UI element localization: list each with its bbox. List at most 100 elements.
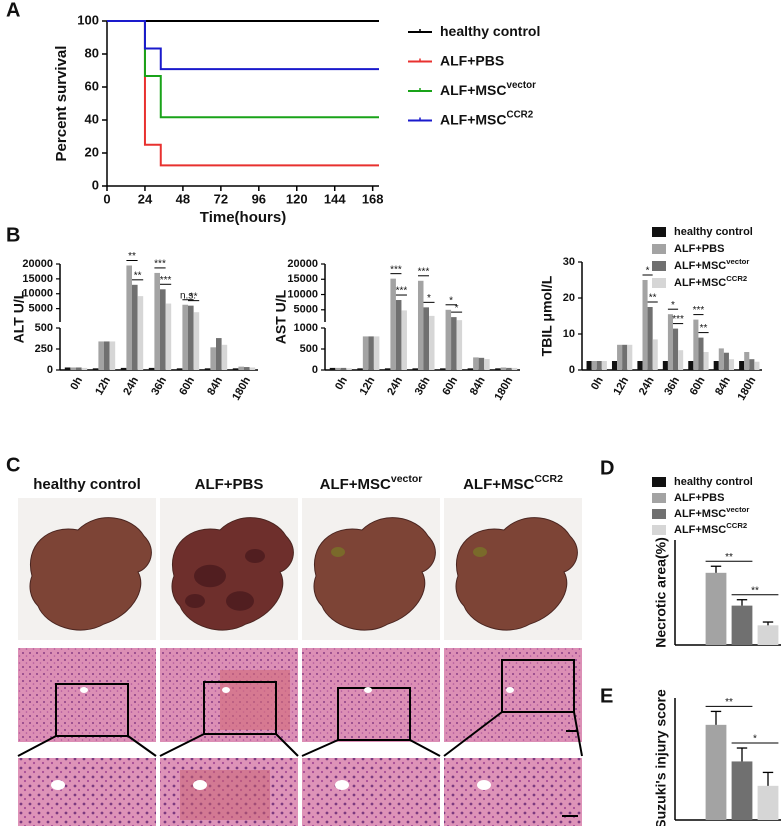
bar <box>188 305 194 370</box>
y-tick-label: 20000 <box>22 258 53 270</box>
vessel <box>506 687 514 693</box>
x-tick-label: 180h <box>492 375 515 403</box>
x-tick-label: 0h <box>589 375 606 392</box>
bar <box>601 361 607 370</box>
column-label-main: ALF+PBS <box>195 476 264 493</box>
bar <box>617 344 623 370</box>
x-tick-label: 36h <box>149 375 169 398</box>
column-label-sup: CCR2 <box>534 473 563 485</box>
significance-label: ** <box>725 697 733 708</box>
significance-label: ** <box>751 585 759 596</box>
histology-image <box>444 648 582 742</box>
bar <box>98 341 104 370</box>
vessel <box>364 687 372 693</box>
legend-label-main: healthy control <box>674 476 753 488</box>
significance-label: * <box>671 300 675 311</box>
legend-swatch <box>652 477 666 487</box>
x-tick-label: 12h <box>93 375 113 398</box>
bar <box>440 368 446 370</box>
bar <box>591 361 597 370</box>
bar <box>76 367 82 370</box>
vessel <box>193 780 207 790</box>
x-tick-label: 0 <box>103 191 110 206</box>
bar <box>473 357 479 370</box>
y-axis-label: Percent survival <box>53 46 70 162</box>
legend-label-main: ALF+MSC <box>440 82 507 98</box>
x-tick-label: 168 <box>362 191 384 206</box>
bar <box>693 319 699 370</box>
panel-label: A <box>6 0 20 21</box>
bar <box>673 328 679 370</box>
bar <box>232 368 239 370</box>
bar <box>238 366 244 370</box>
bar <box>596 361 602 370</box>
y-axis-label: Necrotic area(%) <box>653 537 669 648</box>
column-label-sup: vector <box>391 473 423 485</box>
legend-label: ALF+MSCvector <box>440 80 536 98</box>
x-tick-label: 60h <box>688 375 708 398</box>
bar <box>193 312 200 370</box>
bar <box>120 367 127 370</box>
bar <box>109 341 116 370</box>
legend-label-main: ALF+MSC <box>674 260 726 272</box>
panel-label: D <box>600 457 614 479</box>
histology-zoom <box>444 758 582 826</box>
bar <box>688 361 694 370</box>
bar <box>652 339 658 370</box>
y-tick-label: 10 <box>563 328 575 340</box>
legend-label: healthy control <box>440 23 540 39</box>
survival-line <box>107 20 379 167</box>
bar <box>132 284 138 370</box>
legend-label-main: ALF+PBS <box>674 492 724 504</box>
legend-label-sup: vector <box>726 505 749 514</box>
legend-label-main: healthy control <box>440 23 540 39</box>
y-axis-label: TBIL μmol/L <box>539 275 555 356</box>
bar <box>728 359 735 370</box>
bar <box>611 361 618 370</box>
significance-label: *** <box>418 266 430 277</box>
bar <box>705 724 727 820</box>
bar <box>647 307 653 370</box>
bar <box>423 307 430 370</box>
y-tick-label: 100 <box>77 12 99 27</box>
bar <box>451 317 457 370</box>
column-label: healthy control <box>33 476 141 493</box>
bar <box>754 361 760 370</box>
y-tick-label: 0 <box>569 364 575 376</box>
x-tick-label: 84h <box>468 375 488 398</box>
column-label-main: healthy control <box>33 476 141 493</box>
legend-swatch <box>652 244 666 254</box>
bar <box>64 367 71 370</box>
bar <box>154 272 160 370</box>
y-axis-label: Suzuki's injury score <box>653 689 669 826</box>
x-tick-label: 24h <box>637 375 657 398</box>
significance-label: n.s. <box>180 290 196 301</box>
bar <box>586 361 592 370</box>
bar <box>511 367 518 370</box>
x-axis-label: Time(hours) <box>200 209 286 226</box>
significance-label: ** <box>700 323 708 334</box>
y-tick-label: 40 <box>85 111 99 126</box>
bar <box>340 367 347 370</box>
legend-label-main: ALF+MSC <box>674 277 726 289</box>
significance-label: * <box>753 734 757 745</box>
bar <box>478 357 485 370</box>
legend-label: ALF+MSCCCR2 <box>674 274 747 289</box>
bar <box>335 367 341 370</box>
zoom-box <box>55 683 129 737</box>
survival-line <box>107 20 379 71</box>
legend-label-sup: CCR2 <box>507 110 534 121</box>
significance-label: * <box>427 293 431 304</box>
bar <box>467 368 474 370</box>
y-tick-label: 20 <box>563 292 575 304</box>
bar <box>698 337 704 370</box>
y-tick-label: 30 <box>563 256 575 268</box>
bar <box>429 315 435 370</box>
legend-swatch <box>652 261 666 271</box>
bar <box>417 280 424 370</box>
bar <box>362 336 369 370</box>
bar <box>384 368 391 370</box>
significance-label: ** <box>128 251 136 262</box>
liver-highlight <box>473 547 487 557</box>
zoom-line <box>275 733 299 757</box>
